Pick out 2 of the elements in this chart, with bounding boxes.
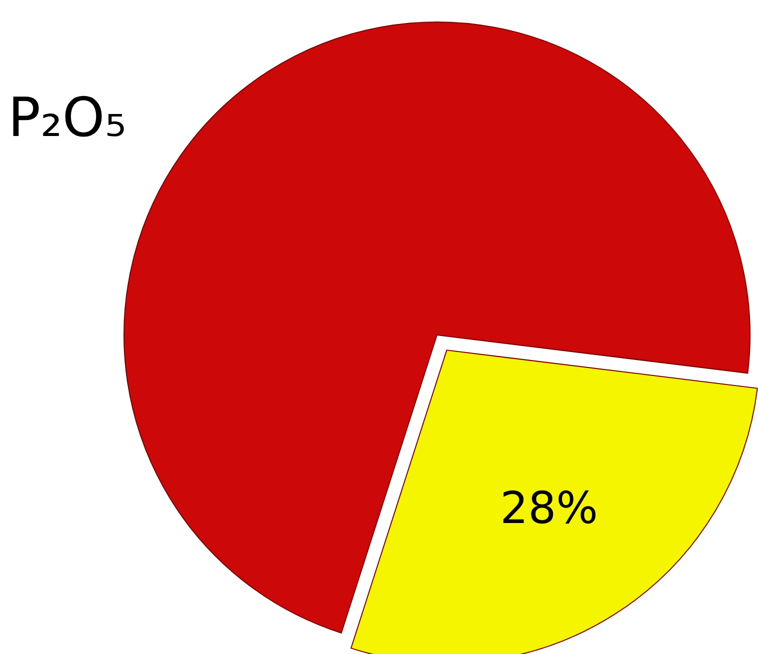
text: P₂O₅ bbox=[8, 86, 126, 149]
data-label: 28% bbox=[500, 483, 598, 534]
